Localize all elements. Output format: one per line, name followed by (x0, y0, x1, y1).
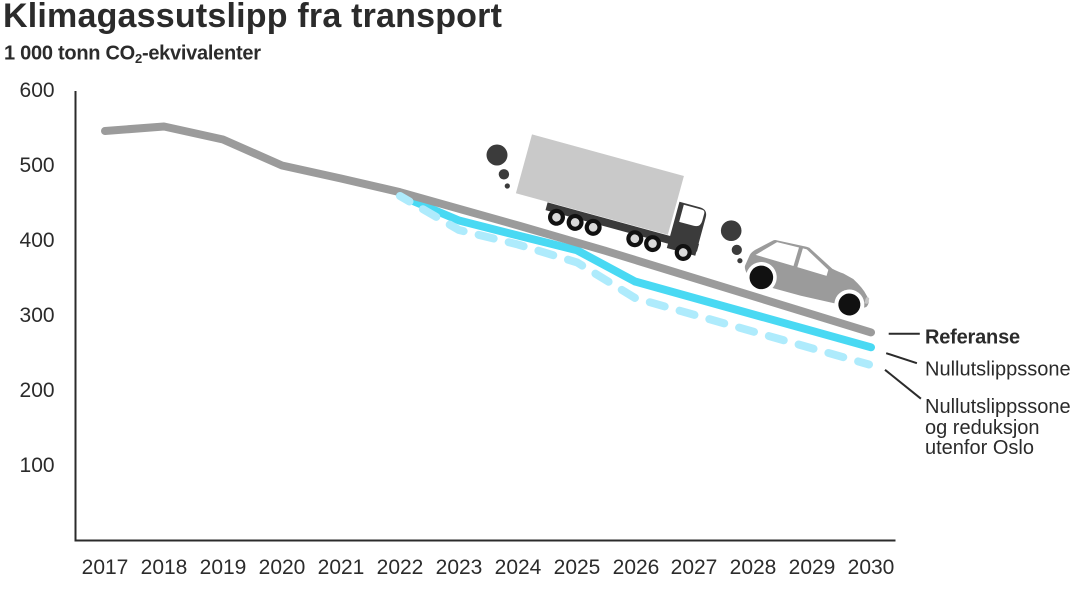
svg-text:Referanse: Referanse (925, 327, 1020, 349)
svg-text:2024: 2024 (495, 556, 542, 579)
svg-text:2019: 2019 (200, 556, 247, 579)
svg-text:500: 500 (20, 154, 55, 177)
svg-text:400: 400 (20, 229, 55, 252)
svg-text:2028: 2028 (730, 556, 777, 579)
svg-text:2030: 2030 (848, 556, 895, 579)
svg-text:utenfor Oslo: utenfor Oslo (925, 437, 1034, 459)
svg-text:100: 100 (20, 454, 55, 477)
svg-text:og reduksjon: og reduksjon (925, 417, 1040, 439)
svg-text:Nullutslippssone: Nullutslippssone (925, 396, 1071, 418)
svg-text:2022: 2022 (377, 556, 424, 579)
svg-text:300: 300 (20, 304, 55, 327)
svg-text:2029: 2029 (789, 556, 836, 579)
svg-text:2026: 2026 (613, 556, 660, 579)
svg-text:2021: 2021 (318, 556, 365, 579)
svg-text:1 000 tonn CO2-ekvivalenter: 1 000 tonn CO2-ekvivalenter (4, 43, 261, 67)
svg-text:Klimagassutslipp fra transport: Klimagassutslipp fra transport (3, 0, 502, 35)
svg-text:600: 600 (20, 79, 55, 102)
svg-text:2025: 2025 (554, 556, 601, 579)
svg-text:2017: 2017 (82, 556, 129, 579)
svg-text:2023: 2023 (436, 556, 483, 579)
svg-text:2027: 2027 (671, 556, 718, 579)
svg-text:200: 200 (20, 379, 55, 402)
svg-text:2020: 2020 (259, 556, 306, 579)
svg-text:2018: 2018 (141, 556, 188, 579)
svg-text:Nullutslippssone: Nullutslippssone (925, 359, 1071, 381)
